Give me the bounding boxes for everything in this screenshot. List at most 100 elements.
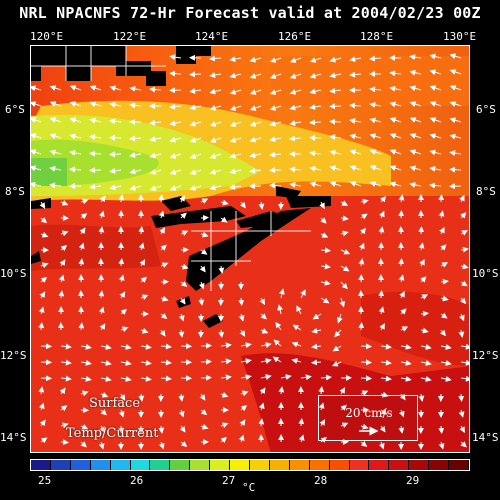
current-vector [149,185,162,191]
current-vector [159,227,166,235]
current-vector [80,375,92,382]
current-vector [79,227,86,235]
current-vector [240,390,249,397]
current-vector [49,149,62,156]
current-vector [380,375,392,382]
current-vector [220,216,228,223]
current-vector [200,374,212,381]
current-vector [289,166,302,173]
current-vector [98,290,105,299]
current-vector [420,344,432,350]
current-vector [160,359,172,366]
current-vector [189,120,202,127]
current-vector [336,313,343,324]
current-vector [149,119,162,126]
current-vector [389,117,402,123]
current-vector [140,294,149,301]
current-vector [118,258,125,267]
current-vector [149,86,162,93]
current-vector [240,358,252,365]
current-vector [229,72,242,79]
current-vector [292,324,302,331]
current-vector [119,393,126,401]
current-vector [140,343,152,350]
current-vector [60,375,72,382]
current-vector [358,258,365,267]
current-vector [240,404,248,412]
current-vector [260,374,272,380]
current-vector [349,118,362,124]
current-vector [209,184,222,191]
current-vector [349,133,362,140]
colorbar-swatch [289,460,310,470]
current-vector [418,242,425,251]
current-vector [31,181,42,188]
current-vector [179,425,186,433]
temperature-colorbar [30,459,470,471]
current-vector [339,297,346,308]
current-vector [209,72,222,78]
current-vector [238,313,245,322]
lat-label-right-12s: 12°S [472,349,499,362]
current-vector [120,308,128,316]
current-vector [273,339,282,347]
current-vector [109,118,122,125]
current-vector [380,359,392,366]
current-vector [380,343,392,350]
land-islet-6 [31,251,41,264]
current-vector [389,181,402,188]
current-vector [100,376,112,382]
lon-label-122: 122°E [113,30,147,43]
current-vector [440,244,447,251]
current-vector [220,422,229,429]
current-vector [209,137,222,143]
current-vector [80,424,89,430]
current-vector [258,418,265,427]
current-vector [200,198,209,204]
colorbar-tick-26: 26 [130,474,144,487]
current-vector [198,281,205,290]
lon-label-126: 126°E [278,30,312,43]
current-vector [249,89,262,95]
current-vector [199,393,206,401]
current-vector [440,376,452,382]
current-vector [118,274,125,283]
current-vector [320,279,331,286]
current-vector [169,153,182,159]
current-vector [60,359,72,366]
current-vector [260,342,272,348]
current-vector [259,387,266,395]
current-vector [369,86,382,93]
current-vector [89,134,102,141]
current-vector [140,327,149,334]
current-vector [209,104,222,111]
current-vector [200,423,209,430]
current-vector [249,167,262,174]
current-vector [60,422,69,429]
current-vector [240,342,252,349]
current-vector [449,166,462,173]
current-vector [229,183,242,190]
current-vector [31,149,42,155]
current-vector [449,85,462,91]
current-vector [429,53,442,60]
current-vector [229,152,242,159]
current-vector [369,149,382,155]
current-vector [449,133,462,140]
current-vector [329,87,342,94]
current-vector [389,133,402,139]
current-vector [60,230,69,237]
colorbar-swatch [269,460,290,470]
map-label-surface: Surface [89,396,141,411]
colorbar-tick-29: 29 [406,474,420,487]
current-vector [459,194,465,203]
current-vector [109,167,122,174]
current-vector [378,306,385,315]
current-vector [399,290,405,299]
current-vector [440,295,449,302]
current-vector [149,136,162,143]
colorbar-swatch [409,460,430,470]
current-vector [200,214,209,221]
current-vector [409,101,422,107]
current-vector [349,149,362,156]
